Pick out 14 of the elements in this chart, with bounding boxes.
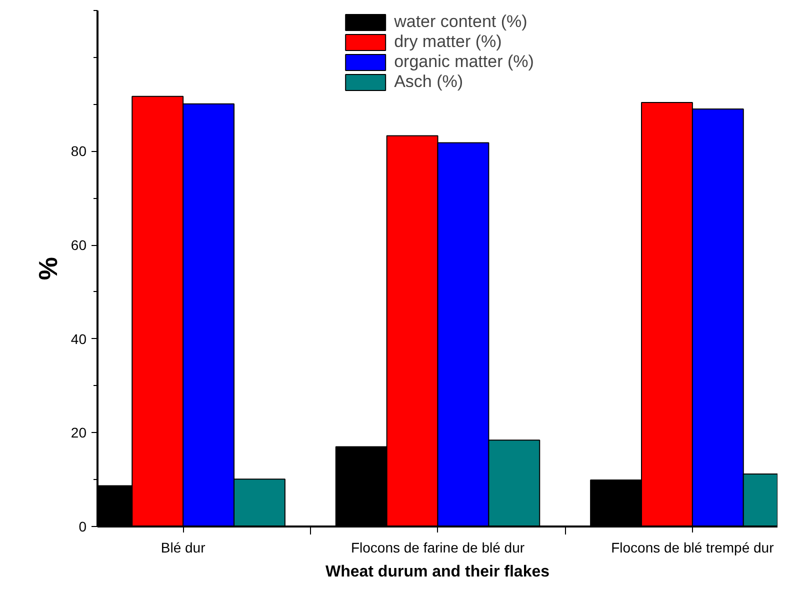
legend-label: Asch (%) [394, 72, 464, 92]
legend-label: water content (%) [394, 12, 528, 32]
y-tick-label: 0 [78, 518, 87, 534]
y-tick-label: 40 [70, 330, 87, 347]
y-tick-label: 20 [70, 424, 87, 441]
y-tick-label: 80 [70, 143, 87, 160]
y-axis-title: % [32, 256, 63, 280]
legend-label: dry matter (%) [394, 32, 502, 52]
x-tick-label: Blé dur [160, 540, 206, 556]
y-tick-label: 60 [70, 237, 87, 254]
x-tick-label: Flocons de farine de blé dur [350, 540, 525, 556]
x-tick-label: Flocons de blé trempé dur [611, 540, 774, 556]
legend-label: organic matter (%) [394, 52, 534, 72]
x-axis-title: Wheat durum and their flakes [325, 564, 550, 580]
